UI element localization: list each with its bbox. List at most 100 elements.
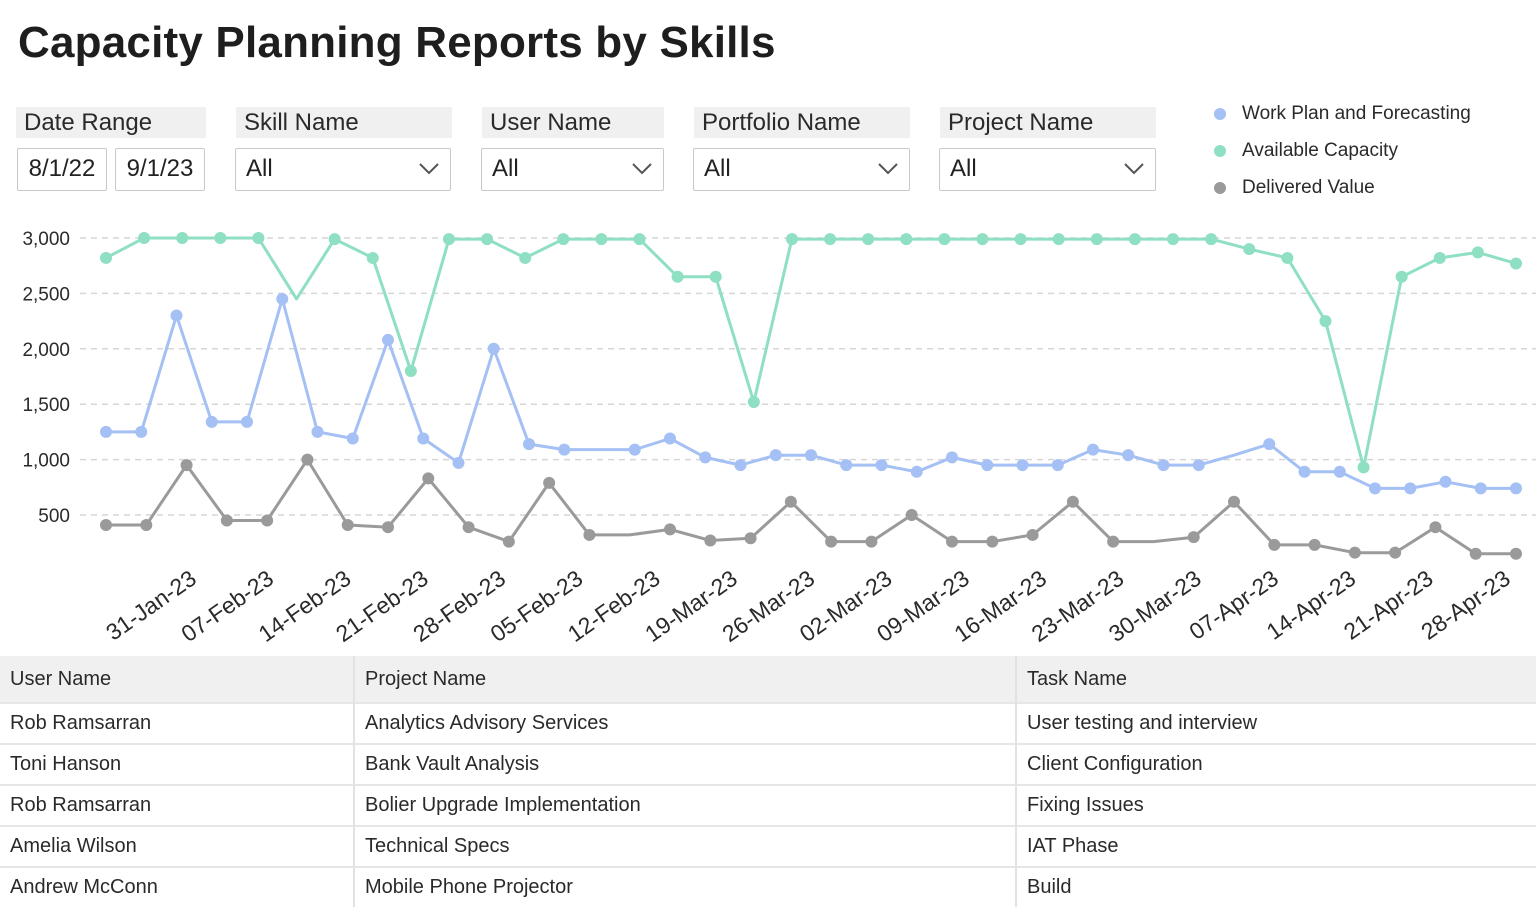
data-point bbox=[825, 535, 838, 548]
data-point bbox=[1369, 482, 1381, 495]
cell-task-name: IAT Phase bbox=[1016, 825, 1536, 867]
data-point bbox=[1298, 465, 1311, 478]
skill-name-select[interactable]: All bbox=[235, 148, 451, 191]
data-point bbox=[487, 342, 500, 355]
data-point bbox=[138, 232, 151, 244]
table-row[interactable]: Rob Ramsarran Bolier Upgrade Implementat… bbox=[0, 784, 1536, 826]
table-row[interactable]: Andrew McConn Mobile Phone Projector Bui… bbox=[0, 866, 1536, 907]
cell-user-name: Amelia Wilson bbox=[0, 825, 355, 867]
data-point bbox=[462, 521, 475, 534]
legend-marker bbox=[1214, 145, 1226, 157]
page-title: Capacity Planning Reports by Skills bbox=[18, 18, 776, 67]
cell-project-name: Technical Specs bbox=[354, 825, 1017, 867]
data-point bbox=[905, 509, 918, 521]
cell-user-name: Rob Ramsarran bbox=[0, 784, 355, 826]
legend-item[interactable]: Available Capacity bbox=[1212, 137, 1471, 174]
data-point bbox=[205, 415, 218, 428]
cell-user-name: Andrew McConn bbox=[0, 866, 355, 907]
series-line bbox=[105, 236, 1517, 469]
cell-task-name: Client Configuration bbox=[1016, 743, 1536, 785]
data-point bbox=[862, 233, 875, 246]
cell-user-name: Rob Ramsarran bbox=[0, 702, 355, 744]
column-header-user-name[interactable]: User Name bbox=[0, 656, 355, 703]
y-tick-label: 2,500 bbox=[22, 284, 70, 305]
chevron-down-icon bbox=[1124, 163, 1144, 175]
legend-label: Available Capacity bbox=[1242, 140, 1398, 161]
data-point bbox=[1026, 528, 1039, 541]
skill-name-value: All bbox=[246, 155, 273, 182]
date-range-start-input[interactable]: 8/1/22 bbox=[17, 148, 107, 191]
project-name-select[interactable]: All bbox=[939, 148, 1156, 191]
column-header-project-name[interactable]: Project Name bbox=[354, 656, 1017, 703]
data-point bbox=[1389, 546, 1402, 559]
data-point bbox=[341, 518, 354, 531]
data-point bbox=[785, 233, 798, 246]
data-point bbox=[170, 309, 183, 322]
cell-project-name: Analytics Advisory Services bbox=[354, 702, 1017, 744]
y-tick-label: 1,500 bbox=[22, 395, 70, 416]
data-point bbox=[1051, 459, 1064, 472]
series-line bbox=[106, 458, 1516, 556]
data-point bbox=[1066, 495, 1079, 508]
date-range-label: Date Range bbox=[16, 107, 206, 138]
data-point bbox=[241, 415, 253, 428]
data-point bbox=[1228, 495, 1240, 508]
data-point bbox=[1319, 315, 1332, 328]
data-point bbox=[1510, 482, 1522, 495]
cell-user-name: Toni Hanson bbox=[0, 743, 355, 785]
data-point bbox=[1157, 459, 1170, 472]
legend-item[interactable]: Work Plan and Forecasting bbox=[1212, 100, 1471, 137]
cell-task-name: Build bbox=[1016, 866, 1536, 907]
portfolio-name-label: Portfolio Name bbox=[694, 107, 910, 138]
date-range-end-input[interactable]: 9/1/23 bbox=[115, 148, 205, 191]
data-point bbox=[135, 425, 148, 438]
data-point bbox=[1395, 270, 1408, 283]
data-point bbox=[981, 459, 994, 472]
data-point bbox=[1333, 465, 1346, 478]
data-point bbox=[1433, 251, 1446, 264]
data-point bbox=[946, 451, 958, 464]
data-point bbox=[1205, 233, 1218, 246]
data-point bbox=[1122, 449, 1135, 462]
data-point bbox=[1192, 459, 1205, 472]
data-point bbox=[1510, 257, 1522, 270]
data-point bbox=[747, 395, 760, 408]
data-point bbox=[664, 523, 676, 536]
user-name-select[interactable]: All bbox=[481, 148, 664, 191]
data-point bbox=[865, 535, 878, 548]
data-point bbox=[481, 233, 494, 246]
data-point bbox=[699, 451, 712, 464]
data-point bbox=[1474, 482, 1487, 495]
table-row[interactable]: Rob Ramsarran Analytics Advisory Service… bbox=[0, 702, 1536, 744]
data-point bbox=[301, 453, 314, 466]
chevron-down-icon bbox=[632, 163, 652, 175]
data-point bbox=[986, 535, 999, 548]
data-point bbox=[543, 476, 556, 489]
y-tick-label: 2,000 bbox=[22, 340, 70, 361]
data-point bbox=[1243, 243, 1256, 256]
data-point bbox=[346, 432, 359, 445]
data-point bbox=[900, 233, 913, 246]
table-row[interactable]: Amelia Wilson Technical Specs IAT Phase bbox=[0, 825, 1536, 867]
data-point bbox=[452, 456, 465, 469]
data-point bbox=[100, 518, 112, 531]
y-tick-label: 3,000 bbox=[22, 229, 70, 250]
column-header-task-name[interactable]: Task Name bbox=[1016, 656, 1536, 703]
data-point bbox=[1187, 531, 1200, 544]
data-point bbox=[1469, 547, 1482, 560]
data-point bbox=[704, 534, 717, 547]
data-point bbox=[1404, 482, 1417, 495]
portfolio-name-select[interactable]: All bbox=[693, 148, 910, 191]
table-row[interactable]: Toni Hanson Bank Vault Analysis Client C… bbox=[0, 743, 1536, 785]
data-point bbox=[176, 232, 189, 244]
data-point bbox=[840, 459, 853, 472]
data-point bbox=[1471, 246, 1484, 259]
data-point bbox=[1090, 233, 1103, 246]
data-point bbox=[276, 292, 289, 305]
data-point bbox=[519, 251, 532, 264]
legend-item[interactable]: Delivered Value bbox=[1212, 174, 1471, 211]
data-point bbox=[100, 425, 112, 438]
cell-task-name: Fixing Issues bbox=[1016, 784, 1536, 826]
data-point bbox=[180, 459, 193, 472]
data-point bbox=[938, 233, 951, 246]
